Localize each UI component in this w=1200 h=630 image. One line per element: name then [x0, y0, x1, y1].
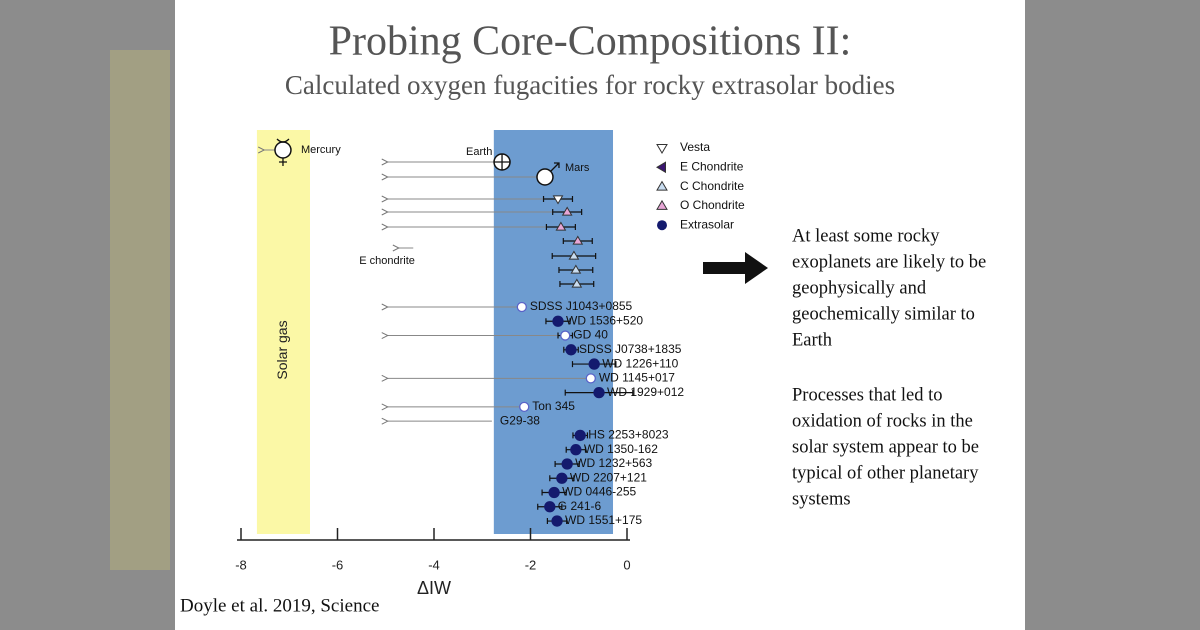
- point-label: SDSS J0738+1835: [579, 342, 682, 356]
- band: [493, 130, 614, 534]
- arrow-icon: [703, 252, 768, 284]
- legend-label: Extrasolar: [680, 217, 734, 231]
- point-label: WD 1145+017: [599, 371, 675, 385]
- x-tick-label: 0: [623, 557, 630, 572]
- marker-symbol: [494, 154, 511, 170]
- legend-marker: [656, 144, 668, 154]
- marker: [565, 344, 577, 356]
- x-tick-label: -6: [332, 557, 344, 572]
- marker: [568, 250, 580, 260]
- marker: [593, 386, 605, 399]
- legend-marker: [656, 199, 668, 210]
- body-text: typical of other planetary: [792, 463, 979, 483]
- body-text: oxidation of rocks in the: [792, 411, 973, 431]
- legend-label: O Chondrite: [680, 198, 745, 212]
- x-axis-label: ΔIW: [417, 578, 451, 598]
- band-label: Solar gas: [274, 320, 290, 379]
- marker: [551, 515, 563, 527]
- point-label: Earth: [466, 146, 492, 158]
- point-label: WD 2207+121: [570, 470, 647, 484]
- x-tick-label: -8: [235, 557, 247, 572]
- point-label: HS 2253+8023: [588, 428, 669, 442]
- backdrop-ghost: [110, 50, 170, 570]
- legend-label: Vesta: [680, 140, 710, 154]
- marker: [570, 264, 582, 274]
- marker: [544, 501, 556, 513]
- marker-symbol: [550, 162, 560, 172]
- marker: [516, 301, 527, 313]
- point-label: WD 1350-162: [584, 442, 658, 456]
- legend-marker: [656, 180, 668, 191]
- marker: [572, 235, 584, 245]
- slide-title: Probing Core-Compositions II:: [329, 19, 852, 65]
- citation: Doyle et al. 2019, Science: [180, 595, 379, 616]
- point-label: WD 1232+563: [575, 456, 652, 470]
- slide-subtitle: Calculated oxygen fugacities for rocky e…: [285, 70, 895, 100]
- body-text: At least some rocky: [792, 226, 940, 246]
- marker: [274, 141, 292, 159]
- body-text: exoplanets are likely to be: [792, 252, 986, 272]
- body-text: geochemically similar to: [792, 304, 975, 324]
- point-label: G 241-6: [558, 499, 602, 513]
- body-text: geophysically and: [792, 278, 927, 298]
- legend-marker: [656, 161, 666, 174]
- marker: [571, 278, 583, 288]
- point-label: Mars: [565, 162, 590, 174]
- marker: [552, 195, 564, 205]
- point-label: WD 1536+520: [566, 313, 643, 327]
- legend-label: C Chondrite: [680, 179, 744, 193]
- backdrop-right: [1025, 0, 1200, 630]
- marker: [555, 221, 567, 231]
- point-label: GD 40: [573, 328, 608, 342]
- body-text: systems: [792, 489, 851, 509]
- point-label: WD 0446-255: [562, 485, 636, 499]
- marker: [570, 444, 582, 456]
- legend-marker: [657, 220, 667, 231]
- marker: [556, 472, 568, 484]
- marker: [560, 330, 571, 341]
- point-label: WD 1551+175: [565, 513, 642, 527]
- marker-symbol: [276, 138, 290, 166]
- point-label: WD 1226+110: [602, 356, 678, 370]
- marker: [552, 315, 564, 327]
- body-text: Earth: [792, 330, 832, 350]
- point-label: Ton 345: [532, 399, 575, 413]
- marker: [574, 429, 586, 442]
- x-tick-label: -2: [525, 557, 537, 572]
- marker: [536, 168, 554, 186]
- marker: [585, 373, 596, 384]
- body-text: Processes that led to: [792, 385, 943, 405]
- point-label: Mercury: [301, 144, 341, 156]
- marker: [548, 486, 560, 499]
- point-label: WD 1929+012: [607, 385, 684, 399]
- marker: [519, 401, 530, 413]
- point-label: G29-38: [500, 413, 540, 427]
- legend-label: E Chondrite: [680, 159, 744, 173]
- marker: [561, 206, 573, 216]
- marker: [588, 358, 600, 370]
- band: [256, 130, 310, 534]
- point-label: E chondrite: [359, 255, 415, 267]
- marker: [561, 458, 573, 470]
- body-text: solar system appear to be: [792, 437, 979, 457]
- x-tick-label: -4: [428, 557, 440, 572]
- point-label: SDSS J1043+0855: [530, 299, 633, 313]
